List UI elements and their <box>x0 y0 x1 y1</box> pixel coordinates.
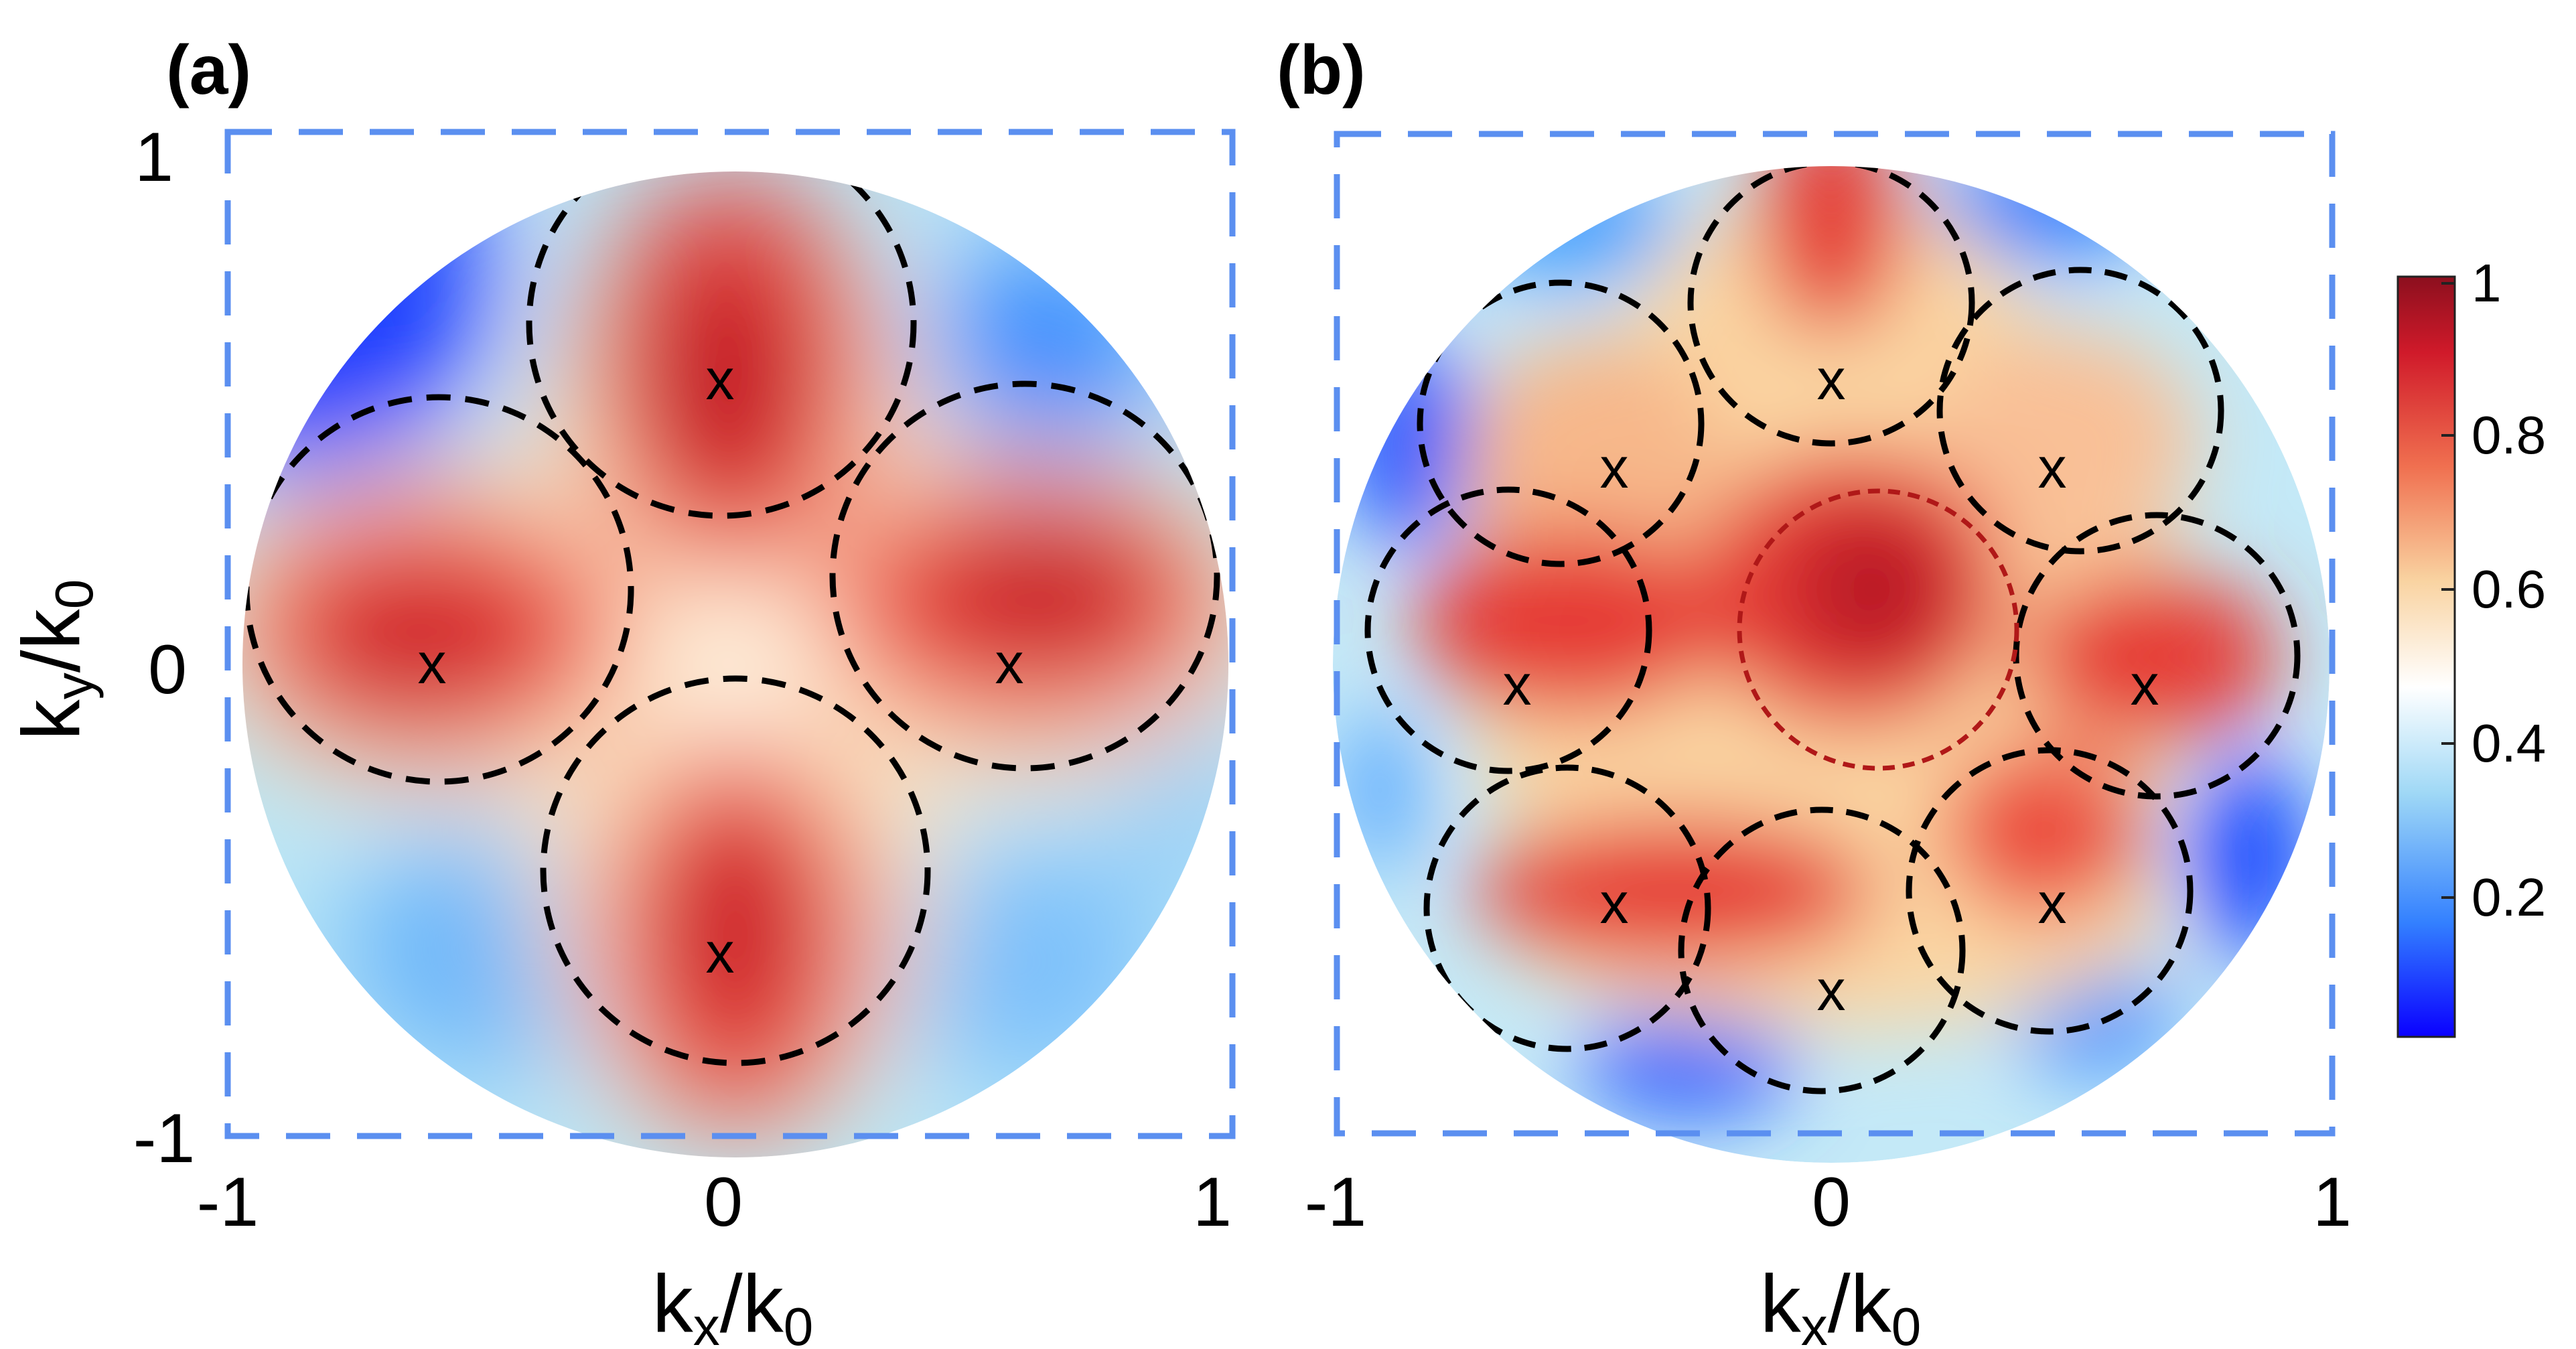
colorbar-tick-labels: 1 0.8 0.6 0.4 0.2 <box>2472 253 2546 927</box>
x-tick-label: 1 <box>2313 1163 2352 1241</box>
panel-a-y-axis-title: ky/k0 <box>5 579 104 740</box>
peak-marker: x <box>706 348 735 412</box>
panel-a: (a) <box>5 31 1236 1349</box>
colorbar-tick-label: 0.6 <box>2472 559 2546 619</box>
panel-a-label: (a) <box>166 31 251 109</box>
x-tick-label: 1 <box>1193 1163 1232 1241</box>
guide-circle <box>1936 267 2224 555</box>
colorbar-ramp <box>2396 275 2456 1038</box>
panel-b-guide-circles <box>1364 166 2301 1094</box>
colorbar-tick-label: 1 <box>2472 253 2502 313</box>
x-tick-label: -1 <box>197 1163 259 1241</box>
guide-circle <box>1678 806 1966 1094</box>
colorbar-tick-label: 0.8 <box>2472 405 2546 465</box>
panel-b-heatmap: x x x x x x x x <box>1333 166 2330 1163</box>
peak-marker: x <box>1817 958 1846 1023</box>
peak-marker: x <box>995 632 1024 696</box>
guide-circle-bottom <box>540 675 931 1066</box>
panel-a-markers: x x x x <box>418 348 1024 985</box>
guide-circle <box>1906 747 2194 1035</box>
panel-a-y-ticks: 1 0 -1 <box>133 119 195 1178</box>
panel-b-frame <box>1334 131 2336 1137</box>
x-tick-label: -1 <box>1305 1163 1366 1241</box>
peak-marker: x <box>1600 871 1629 936</box>
panel-a-frame <box>224 129 1236 1139</box>
panel-b: (b) <box>1277 31 2352 1349</box>
guide-circle-top <box>526 171 917 519</box>
peak-marker: x <box>1503 653 1532 717</box>
colorbar: 1 0.8 0.6 0.4 0.2 <box>2396 253 2546 1038</box>
colorbar-ticks <box>2441 282 2455 899</box>
panel-a-guide-circles <box>243 171 1220 1066</box>
panel-b-markers: x x x x x x x x <box>1503 348 2159 1023</box>
y-tick-label: 1 <box>135 119 173 196</box>
y-tick-label: -1 <box>133 1100 195 1178</box>
colorbar-tick-label: 0.2 <box>2472 867 2546 927</box>
peak-marker: x <box>2131 653 2159 717</box>
panel-b-label: (b) <box>1277 31 1366 109</box>
panel-a-x-ticks: -1 0 1 <box>197 1163 1232 1241</box>
x-tick-label: 0 <box>704 1163 743 1241</box>
y-tick-label: 0 <box>148 631 187 709</box>
panel-b-x-axis-title: kx/k0 <box>1760 1258 1921 1349</box>
peak-marker: x <box>706 921 735 985</box>
guide-circle <box>1364 486 1652 774</box>
peak-marker: x <box>1600 436 1629 500</box>
panel-a-heatmap: x x x x <box>242 171 1228 1157</box>
x-tick-label: 0 <box>1812 1163 1851 1241</box>
peak-marker: x <box>2038 436 2067 500</box>
guide-circle-right <box>829 380 1220 772</box>
panel-a-x-axis-title: kx/k0 <box>652 1258 813 1349</box>
peak-marker: x <box>2038 871 2067 936</box>
peak-marker: x <box>418 632 447 696</box>
peak-marker: x <box>1817 348 1846 412</box>
guide-circle <box>1417 279 1705 567</box>
panel-b-x-ticks: -1 0 1 <box>1305 1163 2352 1241</box>
central-circle <box>1737 488 2019 771</box>
guide-circle <box>1423 764 1711 1052</box>
guide-circle <box>1687 166 1975 447</box>
colorbar-tick-label: 0.4 <box>2472 713 2546 773</box>
